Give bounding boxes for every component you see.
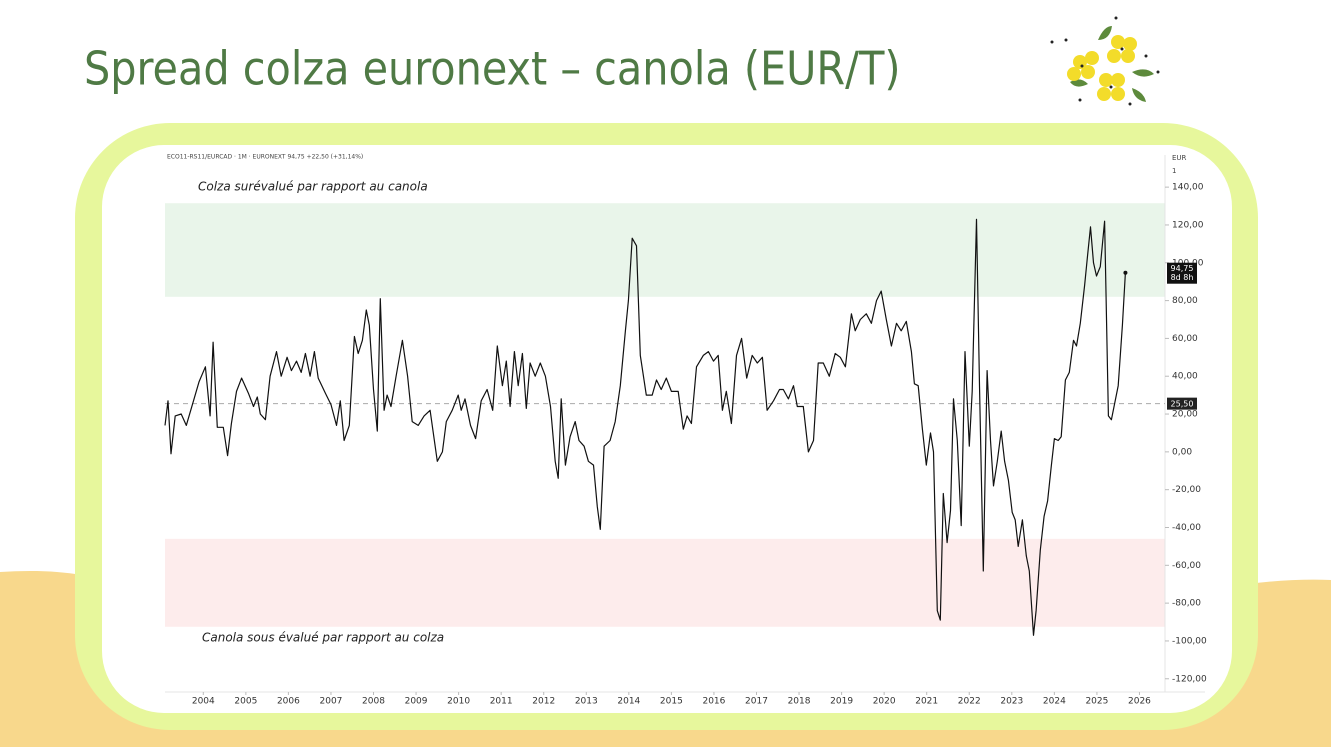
x-tick-label: 2015 <box>660 697 683 707</box>
x-tick-label: 2018 <box>788 697 811 707</box>
x-tick-label: 2010 <box>447 697 470 707</box>
y-tick-label: -80,00 <box>1172 599 1201 609</box>
reference-tag <box>1167 397 1197 410</box>
y-scale-label: 1 <box>1172 167 1176 175</box>
x-tick-label: 2022 <box>958 697 981 707</box>
line-series <box>164 218 1126 636</box>
plot: Colza surévalué par rapport au canola Can… <box>164 154 1207 707</box>
zone-label: Canola sous évalué par rapport au colza <box>202 630 444 644</box>
zone-label: Colza surévalué par rapport au canola <box>198 180 428 194</box>
y-tick-label: 40,00 <box>1172 372 1198 382</box>
zone <box>165 203 1165 297</box>
x-tick-label: 2007 <box>320 697 343 707</box>
x-tick-label: 2024 <box>1043 697 1066 707</box>
zone <box>165 538 1165 627</box>
x-tick-label: 2021 <box>915 697 938 707</box>
x-tick-label: 2009 <box>405 697 428 707</box>
y-tick-label: 0,00 <box>1172 447 1192 457</box>
y-tick-label: -40,00 <box>1172 523 1201 533</box>
reference-label: 25,50 <box>1171 400 1194 409</box>
x-tick-label: 2019 <box>830 697 853 707</box>
slide-title: Spread colza euronext – canola (EUR/T) <box>84 42 901 96</box>
y-tick-label: 140,00 <box>1172 183 1204 193</box>
last-point <box>1123 270 1128 275</box>
x-tick-label: 2023 <box>1000 697 1023 707</box>
price-tag-label: 94,75 <box>1171 264 1194 273</box>
x-tick-label: 2006 <box>277 697 300 707</box>
y-tick-label: 120,00 <box>1172 220 1204 230</box>
x-tick-label: 2008 <box>362 697 385 707</box>
price-tag <box>1167 262 1197 284</box>
x-tick-label: 2017 <box>745 697 768 707</box>
x-tick-label: 2026 <box>1128 697 1151 707</box>
y-tick-label: -60,00 <box>1172 561 1201 571</box>
y-tick-label: 20,00 <box>1172 410 1198 420</box>
x-tick-label: 2012 <box>532 697 555 707</box>
x-tick-label: 2011 <box>490 697 513 707</box>
x-tick-label: 2005 <box>234 697 257 707</box>
x-tick-label: 2025 <box>1085 697 1108 707</box>
x-tick-label: 2004 <box>192 697 215 707</box>
y-tick-label: -120,00 <box>1172 674 1207 684</box>
x-tick-label: 2014 <box>617 697 640 707</box>
y-unit: EUR <box>1172 154 1187 162</box>
y-tick-label: -100,00 <box>1172 636 1207 646</box>
x-tick-label: 2013 <box>575 697 598 707</box>
flower-icon <box>1050 16 1160 106</box>
y-tick-label: 80,00 <box>1172 296 1198 306</box>
y-tick-label: 60,00 <box>1172 334 1198 344</box>
x-tick-label: 2020 <box>873 697 896 707</box>
price-tag-countdown: 8d 8h <box>1171 273 1194 282</box>
y-tick-label: -20,00 <box>1172 485 1201 495</box>
chart-header: ECO11-RS11/EURCAD · 1M · EURONEXT 94,75 … <box>167 154 363 161</box>
x-tick-label: 2016 <box>702 697 725 707</box>
